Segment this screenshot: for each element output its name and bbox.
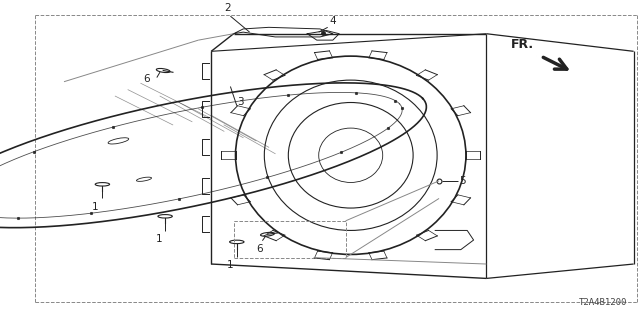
Text: 3: 3 (237, 98, 243, 108)
Text: 6: 6 (256, 244, 262, 254)
Text: 1: 1 (92, 202, 98, 212)
Text: T2A4B1200: T2A4B1200 (579, 298, 627, 307)
Text: 1: 1 (227, 260, 234, 270)
Text: FR.: FR. (511, 38, 534, 51)
Text: 1: 1 (156, 234, 162, 244)
Text: 2: 2 (225, 3, 231, 13)
Text: 5: 5 (460, 176, 466, 186)
Text: 4: 4 (330, 16, 336, 26)
Text: 6: 6 (143, 74, 150, 84)
